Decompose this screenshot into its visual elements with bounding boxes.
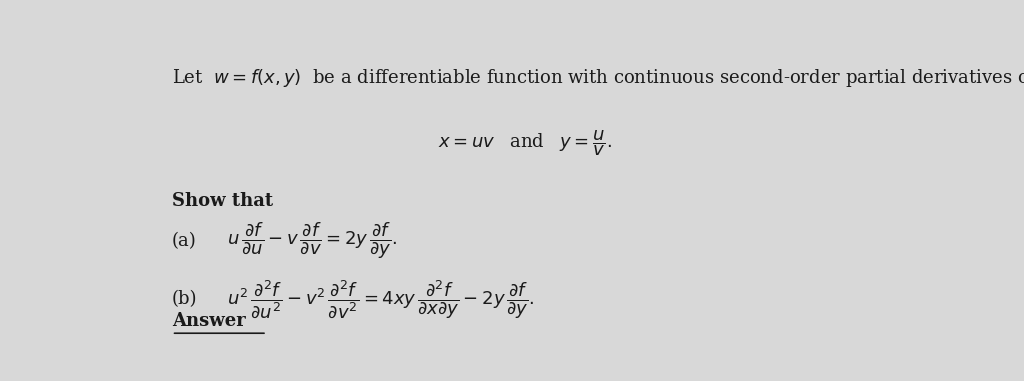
Text: (b): (b)	[172, 290, 198, 309]
Text: Answer: Answer	[172, 312, 246, 330]
Text: Let  $w = f\left(x, y\right)$  be a differentiable function with continuous seco: Let $w = f\left(x, y\right)$ be a differ…	[172, 66, 1024, 90]
Text: Show that: Show that	[172, 192, 272, 210]
Text: (a): (a)	[172, 232, 197, 250]
Text: $u^2\,\dfrac{\partial^2 f}{\partial u^2} - v^2\,\dfrac{\partial^2 f}{\partial v^: $u^2\,\dfrac{\partial^2 f}{\partial u^2}…	[227, 279, 535, 320]
Text: $x = uv\;$  and  $\;y = \dfrac{u}{v}.$: $x = uv\;$ and $\;y = \dfrac{u}{v}.$	[438, 128, 611, 157]
Text: $u\,\dfrac{\partial f}{\partial u} - v\,\dfrac{\partial f}{\partial v} = 2y\,\df: $u\,\dfrac{\partial f}{\partial u} - v\,…	[227, 221, 397, 261]
